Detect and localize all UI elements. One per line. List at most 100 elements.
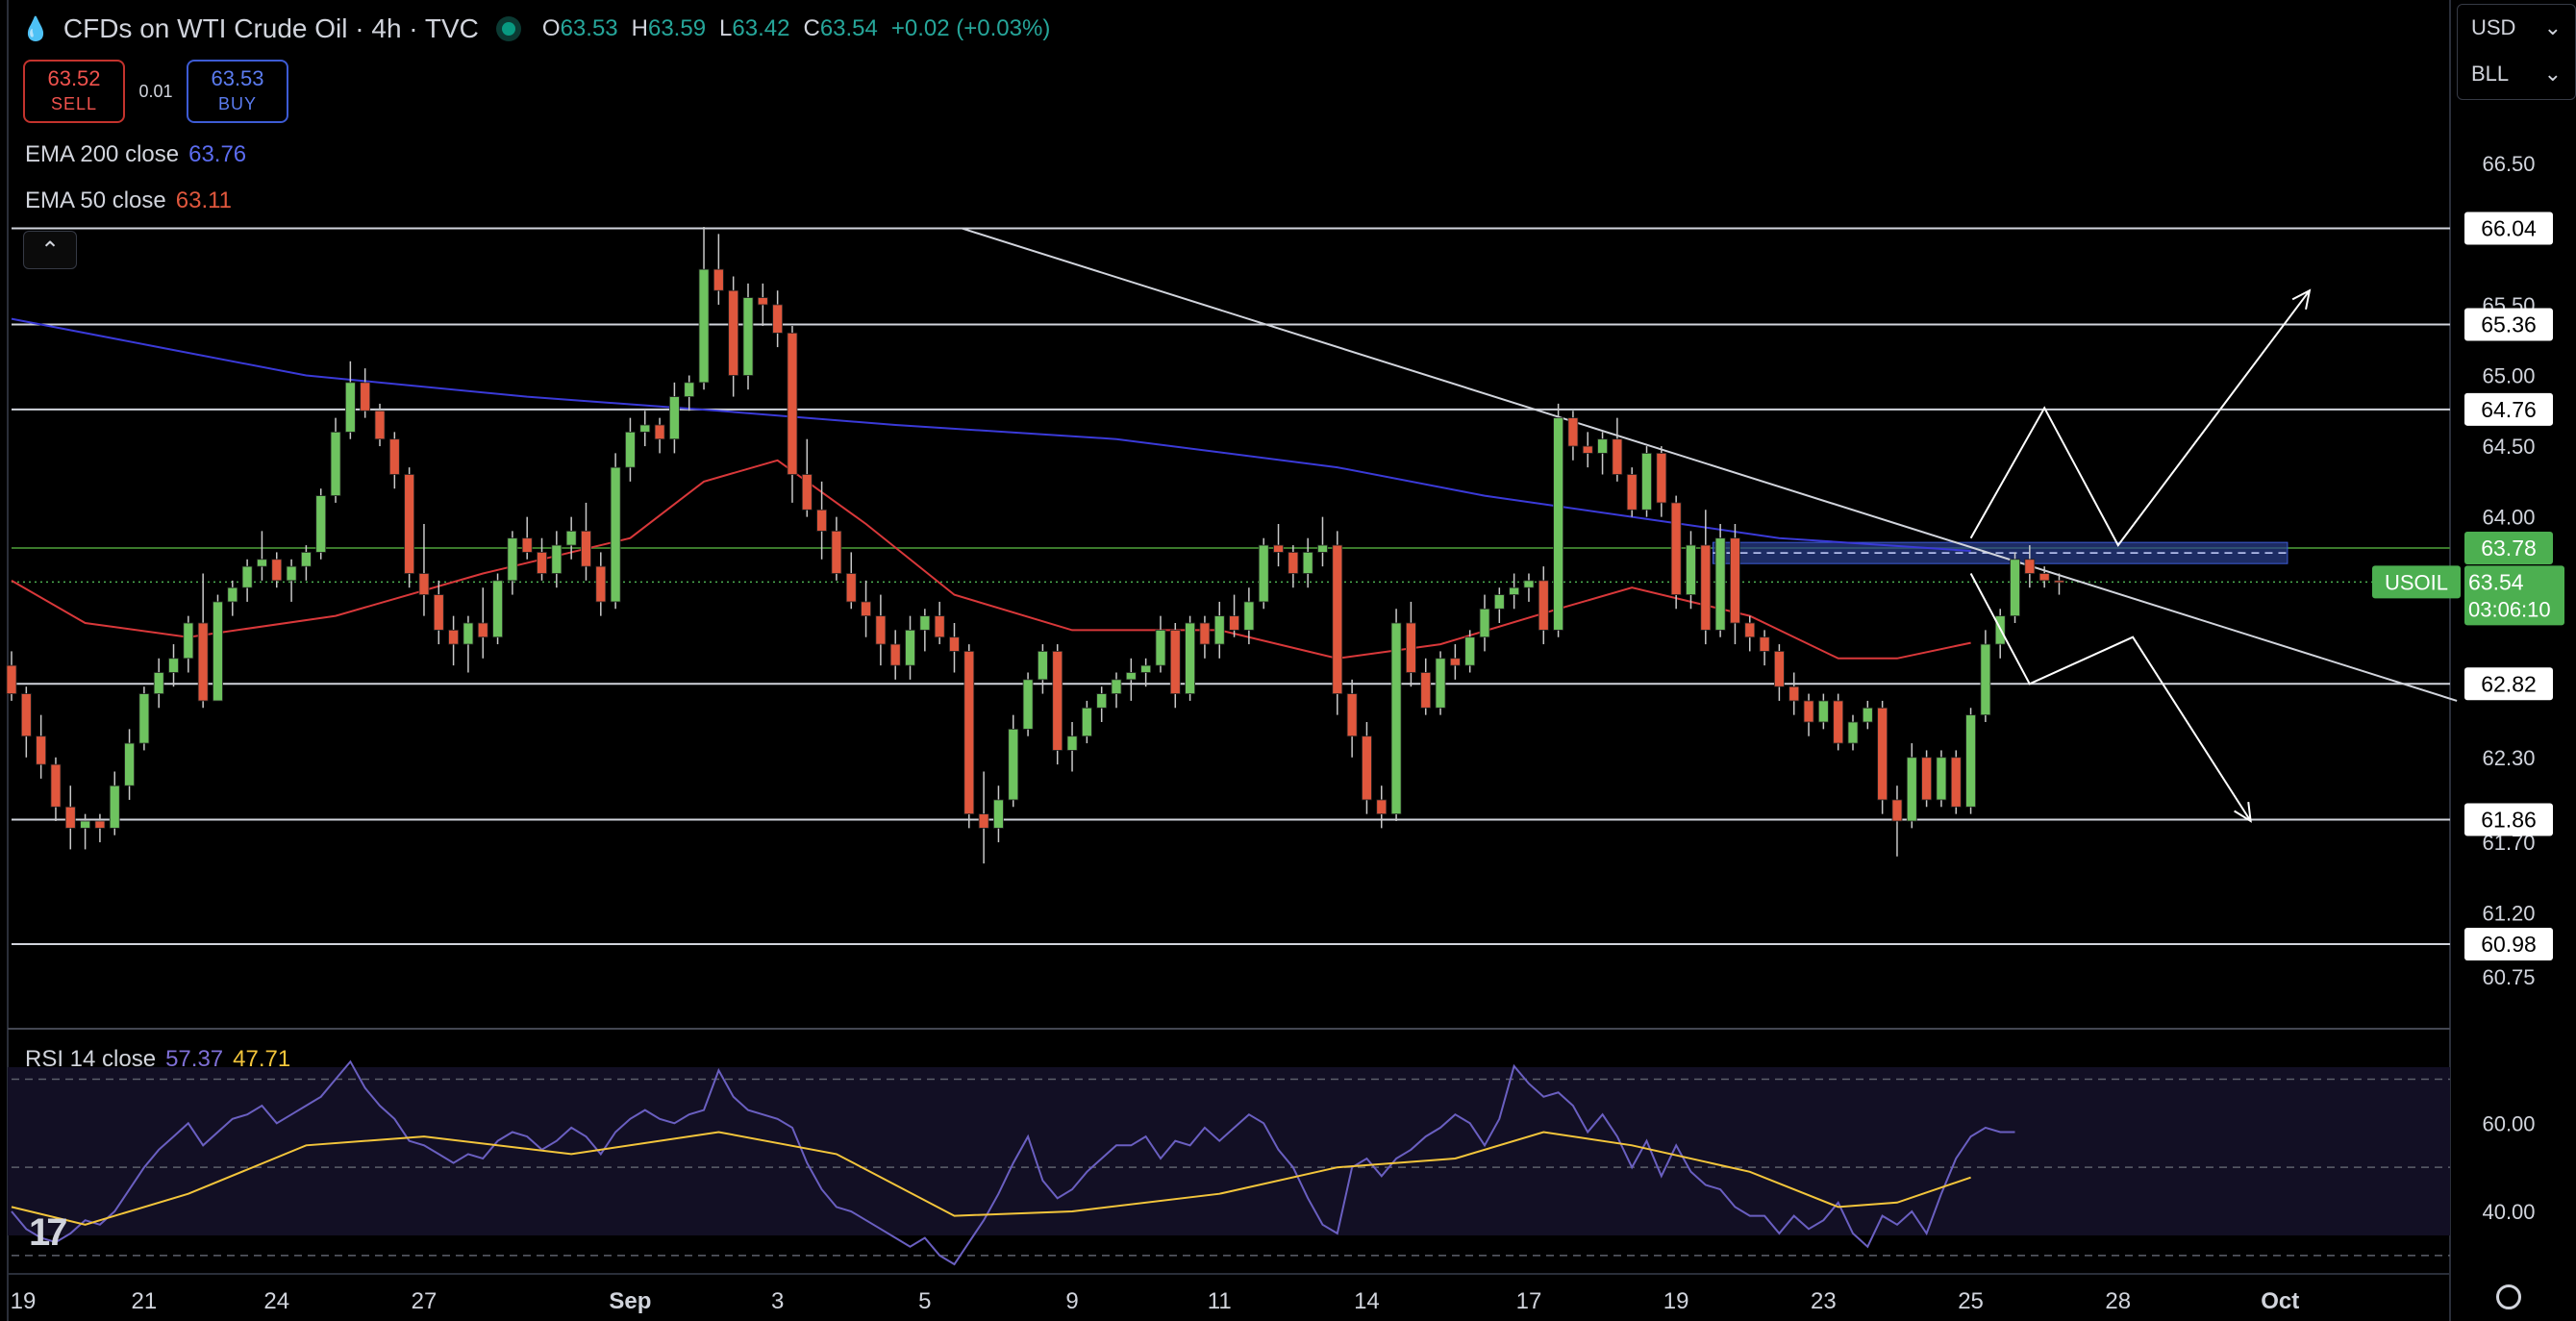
candle-body xyxy=(1111,679,1122,694)
price-tick-label: 62.30 xyxy=(2482,746,2535,770)
time-tick-label: 5 xyxy=(918,1288,931,1314)
level-tag-label: 66.04 xyxy=(2481,215,2537,240)
candle-body xyxy=(861,601,871,617)
buy-button[interactable]: 63.53 BUY xyxy=(187,60,288,123)
candle-body xyxy=(1008,728,1019,801)
candle-body xyxy=(1066,735,1078,751)
candle-body xyxy=(1332,544,1343,694)
market-status-icon[interactable] xyxy=(501,22,515,36)
rsi-band-background xyxy=(8,1067,2450,1235)
candle-body xyxy=(1965,714,1976,808)
settings-gear-icon[interactable] xyxy=(2496,1284,2521,1309)
chevron-up-icon: ⌃ xyxy=(39,237,61,263)
candle-body xyxy=(1420,672,1432,709)
candle-body xyxy=(831,530,842,574)
ema200-legend[interactable]: EMA 200 close 63.76 xyxy=(25,141,247,167)
candle-body xyxy=(1891,799,1903,822)
candle-body xyxy=(1258,544,1269,603)
candle-body xyxy=(124,742,135,786)
sell-button[interactable]: 63.52 SELL xyxy=(23,60,125,123)
ohlc-readout: O63.53 H63.59 L63.42 C63.54 +0.02 (+0.03… xyxy=(541,15,1051,41)
candle-body xyxy=(816,509,827,532)
level-tag-bg xyxy=(2464,392,2553,426)
chevron-down-icon: ⌄ xyxy=(2543,62,2562,86)
candle-body xyxy=(713,268,724,291)
oil-drop-icon: 💧 xyxy=(21,15,50,42)
price-tick-label: 61.20 xyxy=(2482,902,2535,926)
ema50-legend[interactable]: EMA 50 close 63.11 xyxy=(25,187,233,213)
candle-body xyxy=(1406,622,1416,673)
candle-body xyxy=(934,615,945,638)
candle-body xyxy=(875,615,887,645)
candle-body xyxy=(610,466,621,603)
candle-body xyxy=(1686,544,1696,595)
candle-body xyxy=(537,552,547,574)
level-tag-bg xyxy=(2464,803,2553,836)
candle-body xyxy=(433,594,444,631)
candle-body xyxy=(565,530,577,546)
price-tick-label: 64.00 xyxy=(2482,506,2535,530)
level-tag-bg xyxy=(2464,212,2553,245)
rsi-legend[interactable]: RSI 14 close 57.37 47.71 xyxy=(25,1046,291,1072)
currency-select[interactable]: USD ⌄ xyxy=(2471,15,2562,39)
time-tick-label: 24 xyxy=(263,1288,289,1314)
candle-body xyxy=(315,495,327,553)
candle-body xyxy=(1538,580,1549,631)
candle-body xyxy=(684,382,695,397)
candle-body xyxy=(168,658,179,673)
candle-body xyxy=(1936,757,1947,801)
tradingview-logo[interactable]: 17 xyxy=(29,1211,67,1254)
symbol-tag-label: USOIL xyxy=(2385,570,2448,594)
candle-body xyxy=(1597,438,1608,454)
candle-body xyxy=(963,651,975,815)
candle-body xyxy=(1774,651,1785,687)
candle-body xyxy=(360,382,371,411)
candle-body xyxy=(1362,735,1372,801)
time-tick-label: 28 xyxy=(2105,1288,2131,1314)
candle-body xyxy=(1509,586,1520,595)
candle-body xyxy=(227,586,238,603)
bearish-arrow-head xyxy=(2234,802,2252,823)
candle-body xyxy=(1125,672,1137,681)
level-tag-label: 61.86 xyxy=(2481,808,2537,833)
candle-body xyxy=(521,537,533,553)
candle-body xyxy=(581,530,591,567)
unit-selector[interactable]: USD ⌄ BLL ⌄ xyxy=(2457,4,2576,100)
candle-body xyxy=(757,297,768,306)
candle-body xyxy=(36,735,47,765)
candle-body xyxy=(1906,757,1917,822)
candle-body xyxy=(374,410,386,440)
candle-body xyxy=(1877,707,1888,801)
candle-body xyxy=(477,622,488,638)
candle-body xyxy=(801,474,813,511)
candle-body xyxy=(1553,417,1563,631)
candle-body xyxy=(1847,721,1859,744)
candle-body xyxy=(1288,552,1299,574)
symbol-header: 💧 CFDs on WTI Crude Oil · 4h · TVC O63.5… xyxy=(21,10,1050,48)
level-tag-label: 60.98 xyxy=(2481,932,2537,957)
candle-body xyxy=(1862,707,1873,723)
unit-select[interactable]: BLL ⌄ xyxy=(2471,62,2562,86)
candle-body xyxy=(1788,685,1800,702)
candle-body xyxy=(669,396,680,440)
candle-body xyxy=(388,438,400,475)
symbol-title[interactable]: CFDs on WTI Crude Oil · 4h · TVC xyxy=(63,13,479,43)
candle-body xyxy=(20,693,32,737)
candle-body xyxy=(300,552,312,567)
current-price-tag-label: 63.54 xyxy=(2468,569,2524,594)
candle-body xyxy=(728,289,739,376)
candle-body xyxy=(1744,622,1756,638)
time-tick-label: 25 xyxy=(1958,1288,1984,1314)
time-tick-label: 19 xyxy=(1663,1288,1689,1314)
candle-body xyxy=(1081,707,1092,737)
candle-body xyxy=(1155,629,1166,666)
candle-body xyxy=(1243,601,1255,631)
level-tag-label: 62.82 xyxy=(2481,671,2537,696)
candle-body xyxy=(1730,537,1740,624)
level-tag-bg xyxy=(2464,308,2553,341)
collapse-legend-button[interactable]: ⌃ xyxy=(23,231,77,269)
rsi-tick-label: 60.00 xyxy=(2482,1111,2535,1135)
candle-body xyxy=(2024,559,2036,574)
candle-body xyxy=(286,565,297,582)
